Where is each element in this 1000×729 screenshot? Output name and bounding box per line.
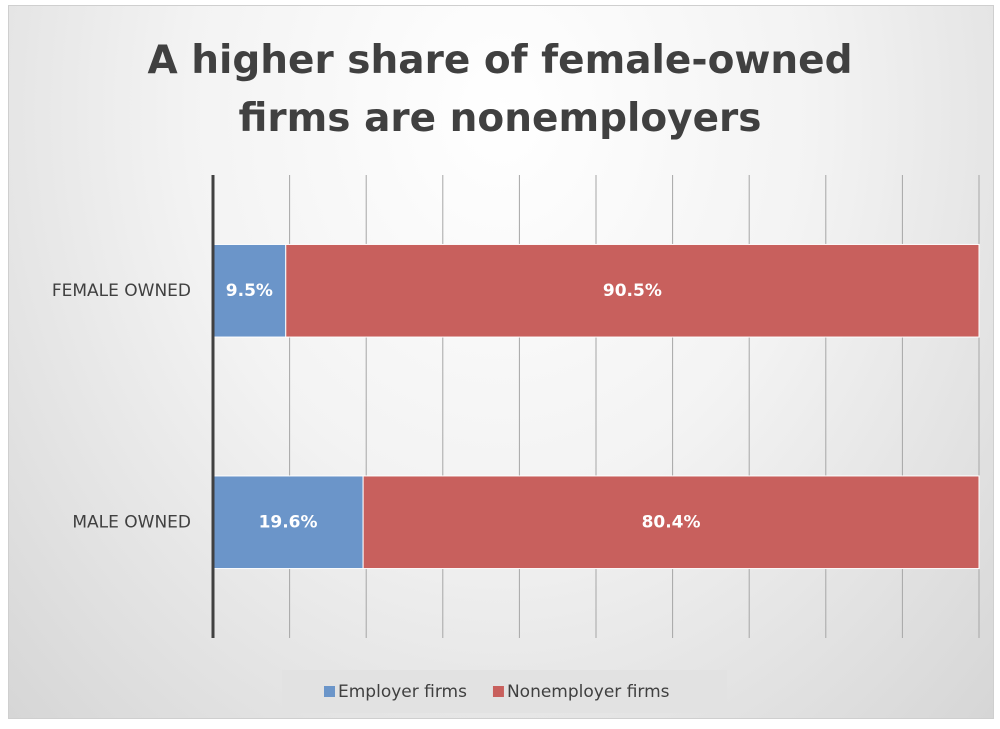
chart-background xyxy=(8,5,994,719)
bar-segment xyxy=(362,475,980,570)
y-tick-label: FEMALE OWNED xyxy=(52,281,191,301)
y-tick-label: MALE OWNED xyxy=(72,512,191,532)
data-label: 90.5% xyxy=(603,281,662,301)
legend-label: Nonemployer firms xyxy=(507,682,670,702)
legend-swatch xyxy=(324,686,335,697)
bar-segment xyxy=(285,243,980,338)
bar-segment xyxy=(212,475,364,570)
legend-swatch xyxy=(492,686,504,697)
data-label: 19.6% xyxy=(259,512,318,532)
data-label: 80.4% xyxy=(642,512,701,532)
chart-title: A higher share of female-owned firms are… xyxy=(147,38,853,141)
data-label: 9.5% xyxy=(226,281,273,301)
legend-label: Employer firms xyxy=(338,682,467,702)
legend-box xyxy=(282,670,727,713)
